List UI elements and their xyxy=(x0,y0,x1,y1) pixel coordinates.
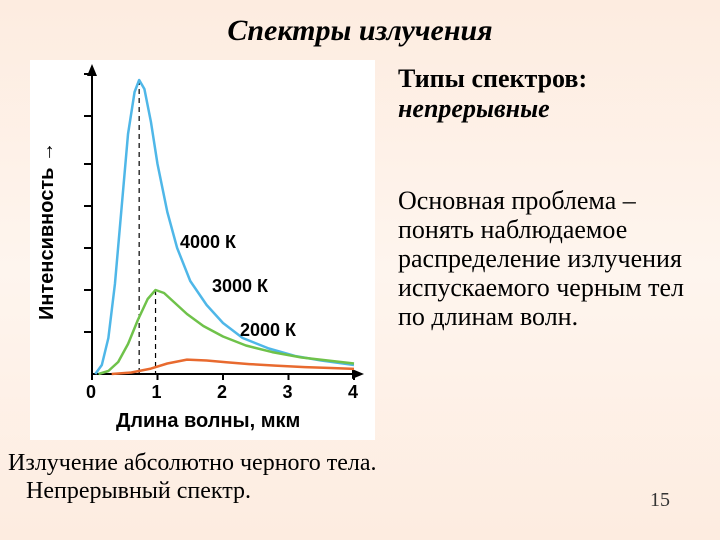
curve-label: 3000 К xyxy=(212,276,268,297)
chart-caption: Излучение абсолютно черного тела. Непрер… xyxy=(8,450,377,505)
page-title: Спектры излучения xyxy=(0,0,720,48)
x-axis-label: Длина волны, мкм xyxy=(116,410,300,433)
blackbody-chart: Интенсивность → Длина волны, мкм 0 1 2 3 4 40… xyxy=(30,60,375,440)
x-tick: 3 xyxy=(283,382,293,403)
problem-text: Основная проблема – понять наблюдаемое р… xyxy=(398,186,708,332)
x-tick: 1 xyxy=(152,382,162,403)
x-tick: 2 xyxy=(217,382,227,403)
y-axis-label: Интенсивность → xyxy=(36,142,59,320)
curve-label: 4000 К xyxy=(180,232,236,253)
types-heading: Типы спектров: xyxy=(398,64,708,94)
x-tick: 4 xyxy=(348,382,358,403)
right-text-block: Типы спектров: непрерывные Основная проб… xyxy=(398,64,708,332)
page-number: 15 xyxy=(650,489,670,512)
types-subheading: непрерывные xyxy=(398,94,708,124)
x-tick: 0 xyxy=(86,382,96,403)
curve-label: 2000 К xyxy=(240,320,296,341)
arrow-icon: → xyxy=(36,142,58,162)
